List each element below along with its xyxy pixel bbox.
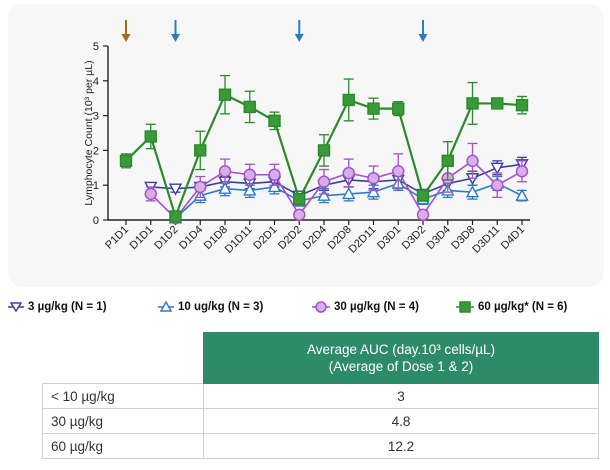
series-3-point [441,154,454,168]
x-tick-label: P1D1 [103,224,131,252]
series-1-point [218,181,232,194]
triangle-down-marker-icon [8,302,24,313]
x-tick-label: D1D11 [223,224,255,256]
series-3-point [268,114,281,128]
dose-arrow-head [121,34,131,42]
table-corner-cell [43,333,204,384]
table-dose-cell: 30 µg/kg [42,408,204,434]
series-0-point [490,162,504,175]
x-tick-label: D4D1 [499,224,527,252]
table-header-row: Average AUC (day.10³ cells/µL) (Average … [43,332,599,384]
x-tick-label: D3D2 [400,224,428,252]
series-2-point [144,187,157,201]
series-3-point [144,130,157,143]
x-tick-label: D2D11 [346,224,378,256]
y-tick-label: 1 [93,180,99,192]
y-tick-label: 4 [93,76,99,88]
series-2-point [491,178,504,192]
series-3-point [342,93,355,107]
x-tick-label: D3D11 [470,224,502,256]
series-3-point [367,102,380,115]
y-tick-label: 5 [93,41,99,53]
series-2-point [342,166,355,180]
table-dose-cell: 60 µg/kg [42,433,204,459]
series-2-point [416,208,430,221]
series-3-point [416,189,430,202]
table-header-line1: Average AUC (day.10³ cells/µL) [306,342,496,357]
legend-item-10ugkg: 10 ug/kg (N = 3) [158,300,263,314]
chart-legend: 3 µg/kg (N = 1) 10 ug/kg (N = 3) 30 µg/k… [0,300,610,322]
series-1-point [317,188,331,201]
series-3-point [243,100,256,114]
series-0-line [150,163,523,197]
series-2-point [293,208,306,221]
table-header-line2: (Average of Dose 1 & 2) [328,359,474,374]
series-2-point [466,154,479,168]
legend-item-60ugkg: 60 µg/kg* (N = 6) [456,300,567,314]
series-3-point [466,97,479,110]
series-2-point [317,175,331,188]
table-value-cell: 12.2 [203,433,599,459]
series-1-point [366,185,381,198]
x-tick-label: D3D4 [424,224,452,252]
series-3-point [491,97,504,110]
legend-item-30ugkg: 30 µg/kg (N = 4) [312,300,419,314]
x-tick-label: D1D2 [152,224,180,252]
circle-marker-icon [312,301,330,313]
series-2-point [194,180,207,194]
series-1-point [243,183,257,196]
x-tick-label: D2D2 [276,224,304,252]
x-tick-label: D1D4 [177,224,205,252]
series-2-line [150,159,523,220]
dose-arrow-head [294,34,304,42]
x-tick-label: D1D1 [127,224,155,252]
y-axis-label: Lymphocyte Count (10³ per µL) [83,60,95,205]
series-3-point [392,102,405,115]
triangle-up-marker-icon [158,300,174,312]
legend-label-10ugkg: 10 ug/kg (N = 3) [178,301,264,313]
series-2-point [392,165,405,178]
y-tick-label: 0 [93,215,99,227]
legend-label-60ugkg: 60 µg/kg* (N = 6) [478,301,568,313]
table-header-cell: Average AUC (day.10³ cells/µL) (Average … [203,332,599,384]
series-2-point [515,165,529,178]
series-3-point [293,192,306,206]
auc-table: Average AUC (day.10³ cells/µL) (Average … [42,332,599,459]
series-2-point [367,172,380,185]
series-3-point [218,88,232,101]
square-marker-icon [456,301,474,313]
series-3-point [515,98,529,112]
table-value-cell: 4.8 [203,408,599,434]
table-row: 30 µg/kg 4.8 [42,408,599,434]
series-3-point [119,154,133,168]
series-2-point [218,165,232,178]
legend-item-3ugkg: 3 µg/kg (N = 1) [8,300,107,314]
dose-arrow-head [418,34,428,42]
series-0-point [168,183,183,196]
series-2-point [243,168,256,181]
table-row: < 10 µg/kg 3 [42,383,599,409]
series-1-point [465,185,480,198]
y-tick-label: 3 [93,111,99,123]
x-tick-label: D3D1 [375,224,403,252]
legend-label-3ugkg: 3 µg/kg (N = 1) [28,301,107,313]
table-value-cell: 3 [203,383,599,409]
series-1-point [515,188,529,201]
series-1-point [267,179,282,193]
x-tick-label: D2D1 [251,224,279,252]
table-row: 60 µg/kg 12.2 [42,433,599,459]
table-dose-cell: < 10 µg/kg [42,383,204,409]
dose-arrow-head [171,34,180,42]
series-2-point [268,168,281,181]
series-3-point [194,144,207,157]
series-3-point [169,210,182,223]
legend-label-30ugkg: 30 µg/kg (N = 4) [334,301,419,313]
y-tick-label: 2 [93,145,99,157]
x-tick-label: D2D4 [301,224,329,252]
series-1-point [342,186,356,200]
series-3-point [317,144,331,157]
